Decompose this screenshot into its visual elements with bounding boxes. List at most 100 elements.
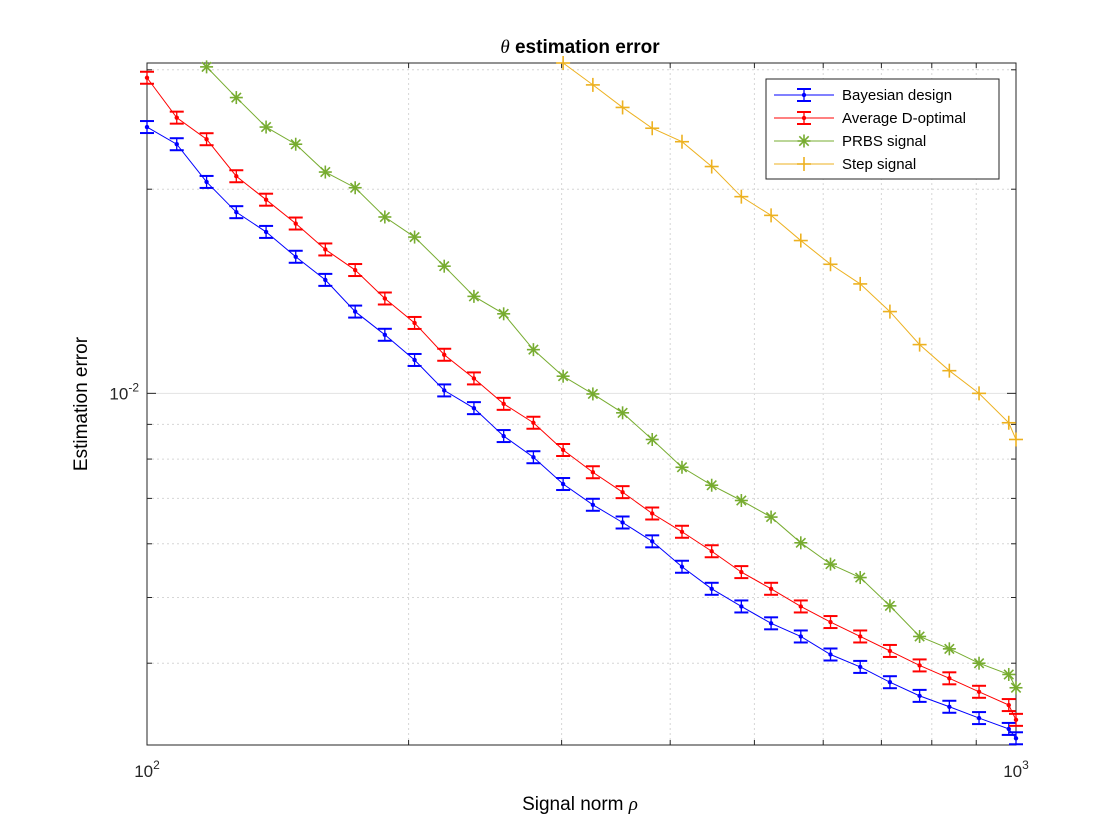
legend-label: Average D-optimal — [842, 110, 966, 127]
data-point-average-d-optimal — [972, 684, 987, 699]
data-point-bayesian-design — [437, 383, 452, 398]
x-tick-label: 102 — [134, 758, 160, 781]
data-point-prbs-signal — [556, 369, 570, 383]
data-point-average-d-optimal — [259, 192, 274, 207]
data-point-prbs-signal — [853, 571, 867, 585]
data-point-prbs-signal — [229, 91, 243, 105]
axes-box — [146, 62, 1017, 746]
data-point-bayesian-design — [199, 174, 214, 189]
data-point-step-signal — [734, 189, 749, 204]
data-point-prbs-signal — [497, 307, 511, 321]
data-point-average-d-optimal — [288, 216, 303, 231]
series-bayesian-design — [140, 120, 1023, 746]
legend-marker — [797, 134, 811, 148]
data-point-bayesian-design — [288, 249, 303, 264]
data-point-average-d-optimal — [348, 263, 363, 278]
legend-marker — [797, 88, 811, 102]
data-point-prbs-signal — [408, 230, 422, 244]
data-point-bayesian-design — [1001, 721, 1016, 736]
data-point-bayesian-design — [793, 629, 808, 644]
data-point-average-d-optimal — [764, 581, 779, 596]
data-point-prbs-signal — [824, 557, 838, 571]
legend-label: Bayesian design — [842, 87, 952, 104]
data-point-step-signal — [585, 77, 600, 92]
data-point-prbs-signal — [645, 432, 659, 446]
data-point-prbs-signal — [794, 536, 808, 550]
data-point-average-d-optimal — [615, 485, 630, 500]
legend-entry-prbs-signal: PRBS signal — [774, 133, 926, 150]
data-point-prbs-signal — [942, 642, 956, 656]
data-point-average-d-optimal — [882, 643, 897, 658]
data-point-step-signal — [615, 100, 630, 115]
data-point-step-signal — [853, 276, 868, 291]
data-point-bayesian-design — [764, 616, 779, 631]
data-point-bayesian-design — [823, 647, 838, 662]
data-point-average-d-optimal — [585, 465, 600, 480]
legend: Bayesian design Average D-optimal PRBS sig… — [765, 78, 1000, 180]
data-point-prbs-signal — [526, 343, 540, 357]
data-point-bayesian-design — [140, 120, 154, 135]
data-point-bayesian-design — [674, 559, 689, 574]
data-point-average-d-optimal — [526, 415, 541, 430]
data-point-prbs-signal — [1002, 667, 1016, 681]
data-point-step-signal — [882, 304, 897, 319]
data-point-average-d-optimal — [466, 371, 481, 386]
data-point-prbs-signal — [318, 165, 332, 179]
data-point-average-d-optimal — [704, 544, 719, 559]
data-point-prbs-signal — [764, 510, 778, 524]
data-point-prbs-signal — [437, 259, 451, 273]
data-point-bayesian-design — [466, 401, 481, 416]
data-point-step-signal — [912, 337, 927, 352]
data-point-bayesian-design — [734, 599, 749, 614]
data-point-bayesian-design — [318, 272, 333, 287]
data-point-step-signal — [823, 257, 838, 272]
data-point-average-d-optimal — [645, 506, 660, 521]
legend-entry-average-d-optimal: Average D-optimal — [774, 110, 966, 127]
ticks — [146, 63, 1017, 745]
data-point-prbs-signal — [259, 120, 273, 134]
x-axis-label-text: Signal norm — [522, 794, 629, 815]
data-point-bayesian-design — [585, 497, 600, 512]
data-point-prbs-signal — [734, 494, 748, 508]
data-point-bayesian-design — [169, 137, 184, 152]
data-point-average-d-optimal — [199, 132, 214, 147]
data-point-average-d-optimal — [556, 443, 571, 458]
x-tick-label: 103 — [1003, 758, 1029, 781]
data-point-average-d-optimal — [140, 70, 154, 85]
series-step-signal — [556, 56, 1023, 447]
y-tick-label: 10-2 — [109, 380, 139, 403]
title-math-symbol: θ — [500, 37, 509, 58]
data-point-bayesian-design — [556, 477, 571, 492]
data-point-prbs-signal — [348, 181, 362, 195]
data-point-average-d-optimal — [942, 671, 957, 686]
data-point-average-d-optimal — [377, 291, 392, 306]
legend-label: PRBS signal — [842, 133, 926, 150]
data-point-step-signal — [972, 386, 987, 401]
data-point-bayesian-design — [348, 304, 363, 319]
data-point-bayesian-design — [972, 711, 987, 726]
x-axis-label-math: ρ — [628, 794, 638, 815]
y-axis-label: Estimation error — [71, 336, 92, 471]
data-point-bayesian-design — [942, 699, 957, 714]
data-point-average-d-optimal — [169, 110, 184, 125]
data-point-prbs-signal — [378, 210, 392, 224]
data-point-bayesian-design — [645, 534, 660, 549]
data-point-average-d-optimal — [1001, 698, 1016, 713]
data-point-average-d-optimal — [1009, 712, 1023, 727]
series-layer — [140, 56, 1023, 746]
data-point-step-signal — [1001, 415, 1016, 430]
data-point-prbs-signal — [1009, 681, 1023, 695]
data-point-prbs-signal — [675, 460, 689, 474]
data-point-step-signal — [942, 363, 957, 378]
legend-entry-step-signal: Step signal — [774, 156, 916, 173]
data-point-average-d-optimal — [734, 565, 749, 580]
data-point-average-d-optimal — [496, 396, 511, 411]
data-point-bayesian-design — [526, 450, 541, 465]
data-point-average-d-optimal — [853, 629, 868, 644]
data-point-average-d-optimal — [912, 658, 927, 673]
tick-labels: 102 103 10-2 — [109, 380, 1029, 781]
data-point-average-d-optimal — [407, 315, 422, 330]
grid — [147, 63, 1016, 745]
data-point-prbs-signal — [883, 599, 897, 613]
